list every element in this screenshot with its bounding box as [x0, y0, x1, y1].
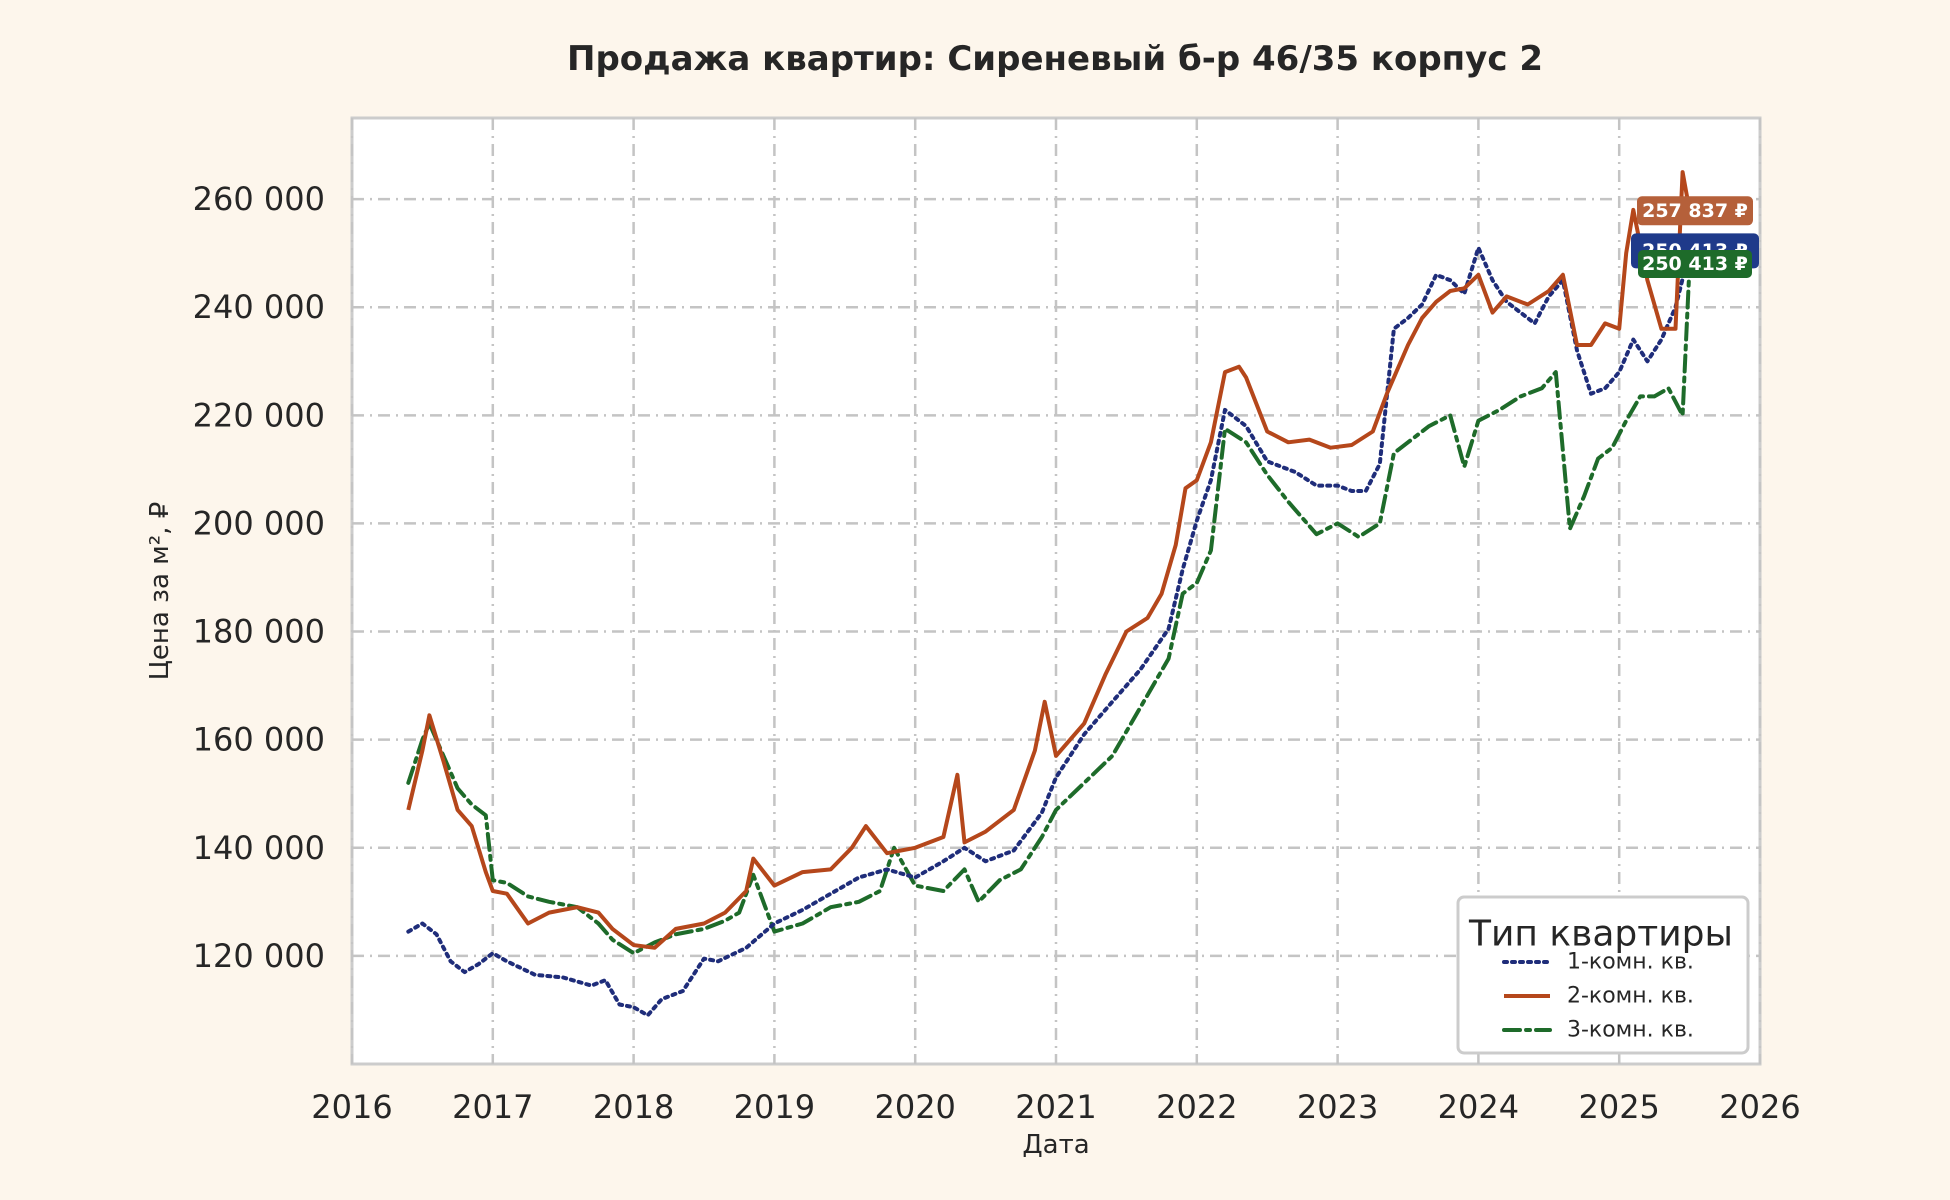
y-tick-label: 160 000 — [193, 721, 325, 759]
y-tick-label: 240 000 — [193, 288, 325, 326]
x-tick-label: 2024 — [1438, 1088, 1519, 1126]
x-tick-label: 2025 — [1578, 1088, 1659, 1126]
y-axis-ticks: 120 000 140 000 160 000 180 000 200 000 220 0… — [193, 180, 325, 975]
legend-box — [1456, 895, 1750, 1055]
x-tick-label: 2018 — [593, 1088, 674, 1126]
y-tick-label: 200 000 — [193, 504, 325, 542]
x-tick-label: 2019 — [734, 1088, 815, 1126]
series-line — [406, 245, 1692, 1018]
series-line — [406, 262, 1692, 956]
series-line — [406, 170, 1692, 950]
end-labels: 257 837 ₽250 413 ₽250 413 ₽ — [1631, 196, 1759, 278]
x-tick-label: 2016 — [311, 1088, 392, 1126]
y-tick-label: 140 000 — [193, 829, 325, 867]
x-tick-label: 2023 — [1297, 1088, 1378, 1126]
x-tick-label: 2021 — [1015, 1088, 1096, 1126]
y-tick-label: 180 000 — [193, 613, 325, 651]
series-layer — [406, 170, 1692, 1018]
x-tick-label: 2026 — [1719, 1088, 1800, 1126]
y-tick-label: 260 000 — [193, 180, 325, 218]
legend-item-label: 3-комн. кв. — [1567, 1018, 1694, 1043]
y-axis-title: Цена за м², ₽ — [145, 502, 175, 681]
chart-title: Продажа квартир: Сиреневый б-р 46/35 кор… — [567, 39, 1543, 79]
y-tick-label: 220 000 — [193, 396, 325, 434]
end-label-badge — [1638, 249, 1752, 278]
end-label-text: 257 837 ₽ — [1642, 200, 1748, 222]
x-axis-title: Дата — [1022, 1130, 1089, 1160]
end-label-text: 250 413 ₽ — [1642, 253, 1748, 275]
x-tick-label: 2017 — [452, 1088, 533, 1126]
legend: Тип квартиры 1-комн. кв. 2-комн. кв. 3-ком… — [1456, 895, 1750, 1055]
legend-title: Тип квартиры — [1468, 914, 1733, 955]
legend-item-label: 1-комн. кв. — [1567, 950, 1694, 975]
x-axis-ticks: 2016 2017 2018 2019 2020 2021 2022 2023 2024 2025… — [311, 1088, 1800, 1126]
y-tick-label: 120 000 — [193, 937, 325, 975]
end-label-badge — [1637, 196, 1753, 226]
legend-item-label: 2-комн. кв. — [1567, 984, 1694, 1009]
x-tick-label: 2022 — [1156, 1088, 1237, 1126]
x-tick-label: 2020 — [874, 1088, 955, 1126]
